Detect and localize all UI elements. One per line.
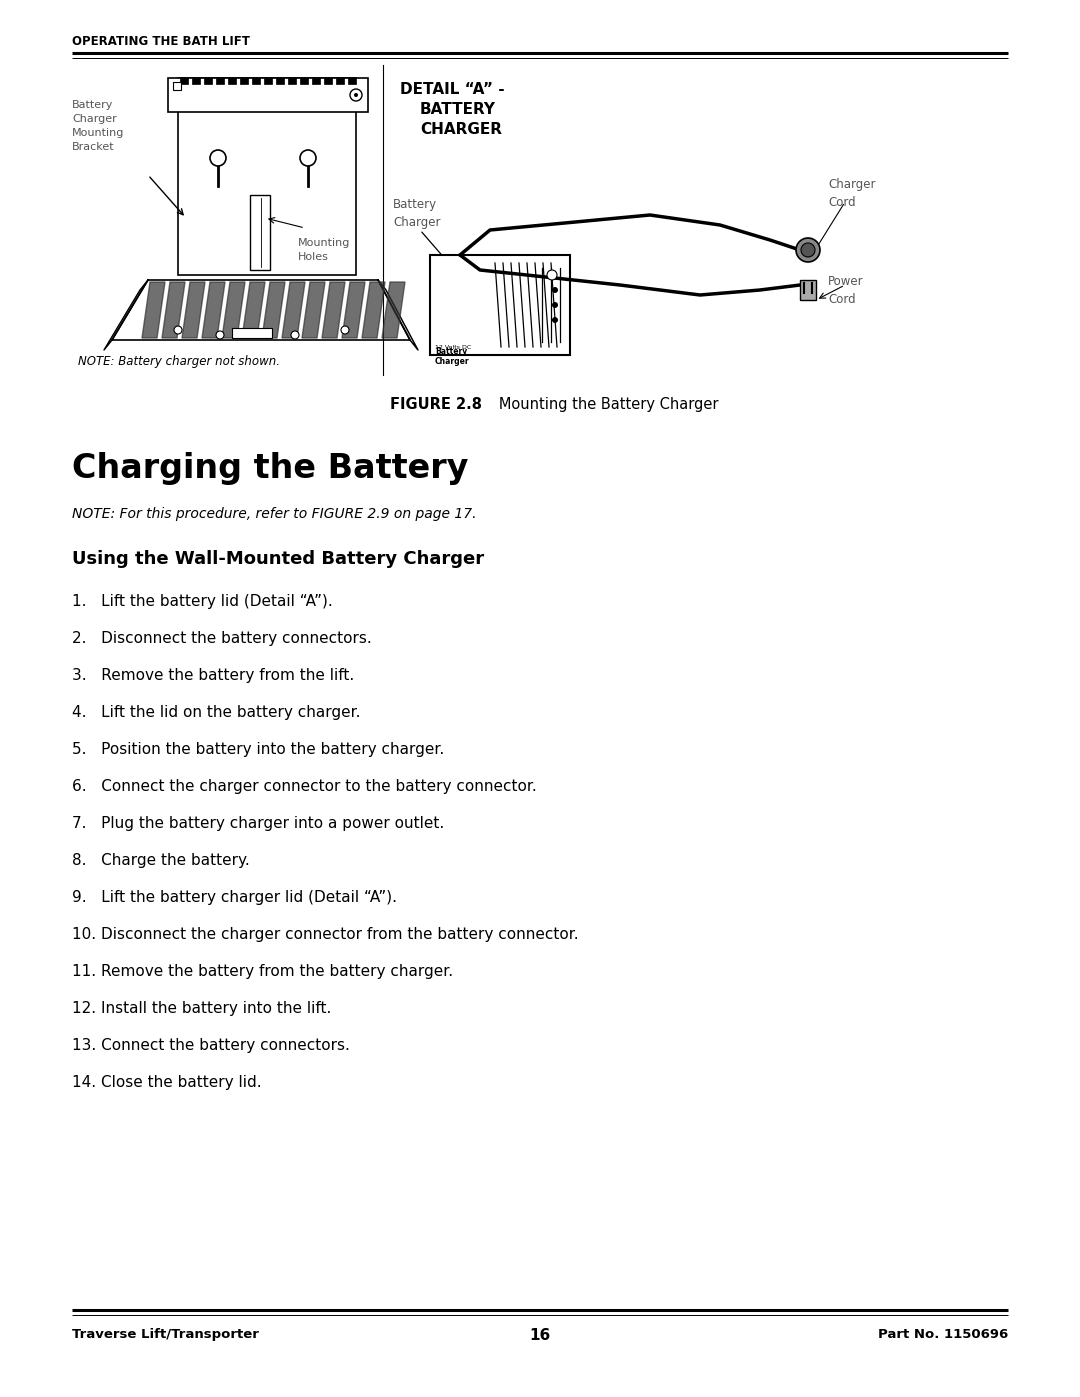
Text: CHARGER: CHARGER xyxy=(420,122,502,137)
Bar xyxy=(180,78,188,84)
Text: Power
Cord: Power Cord xyxy=(828,275,864,306)
Bar xyxy=(276,78,284,84)
Text: OPERATING THE BATH LIFT: OPERATING THE BATH LIFT xyxy=(72,35,249,47)
Polygon shape xyxy=(302,282,325,338)
Polygon shape xyxy=(162,282,185,338)
Text: DETAIL “A” -: DETAIL “A” - xyxy=(400,82,504,96)
Text: 1.   Lift the battery lid (Detail “A”).: 1. Lift the battery lid (Detail “A”). xyxy=(72,594,333,609)
Text: 16: 16 xyxy=(529,1329,551,1343)
Bar xyxy=(312,78,320,84)
Circle shape xyxy=(291,331,299,339)
Polygon shape xyxy=(112,279,410,339)
Polygon shape xyxy=(282,282,305,338)
Bar xyxy=(288,78,296,84)
Bar xyxy=(336,78,345,84)
Text: 2.   Disconnect the battery connectors.: 2. Disconnect the battery connectors. xyxy=(72,631,372,645)
Text: Using the Wall-Mounted Battery Charger: Using the Wall-Mounted Battery Charger xyxy=(72,550,484,569)
Bar xyxy=(800,279,816,300)
Text: 13. Connect the battery connectors.: 13. Connect the battery connectors. xyxy=(72,1038,350,1053)
Text: 6.   Connect the charger connector to the battery connector.: 6. Connect the charger connector to the … xyxy=(72,780,537,793)
Circle shape xyxy=(796,237,820,263)
Bar xyxy=(192,78,200,84)
Bar xyxy=(430,256,570,355)
Bar xyxy=(324,78,332,84)
Text: Charger
Cord: Charger Cord xyxy=(828,177,876,210)
Text: Charging the Battery: Charging the Battery xyxy=(72,453,469,485)
Text: 11. Remove the battery from the battery charger.: 11. Remove the battery from the battery … xyxy=(72,964,454,979)
Circle shape xyxy=(354,94,357,96)
Text: FIGURE 2.8: FIGURE 2.8 xyxy=(390,397,482,412)
Circle shape xyxy=(350,89,362,101)
Text: 5.   Position the battery into the battery charger.: 5. Position the battery into the battery… xyxy=(72,742,444,757)
Circle shape xyxy=(210,149,226,166)
Text: Part No. 1150696: Part No. 1150696 xyxy=(878,1329,1008,1341)
Bar xyxy=(264,78,272,84)
Circle shape xyxy=(546,270,557,279)
Polygon shape xyxy=(378,279,418,351)
Polygon shape xyxy=(322,282,345,338)
Circle shape xyxy=(801,243,815,257)
Polygon shape xyxy=(202,282,225,338)
Polygon shape xyxy=(104,279,148,351)
Bar xyxy=(300,78,308,84)
Circle shape xyxy=(174,326,183,334)
Text: Battery
Charger
Mounting
Bracket: Battery Charger Mounting Bracket xyxy=(72,101,124,152)
Text: 9.   Lift the battery charger lid (Detail “A”).: 9. Lift the battery charger lid (Detail … xyxy=(72,890,397,905)
Text: NOTE: Battery charger not shown.: NOTE: Battery charger not shown. xyxy=(78,355,280,367)
Polygon shape xyxy=(342,282,365,338)
Polygon shape xyxy=(242,282,265,338)
Circle shape xyxy=(552,317,558,323)
Text: Battery
Charger: Battery Charger xyxy=(435,346,470,366)
Text: 14. Close the battery lid.: 14. Close the battery lid. xyxy=(72,1076,261,1090)
Circle shape xyxy=(552,286,558,293)
Bar xyxy=(173,82,181,89)
Text: 8.   Charge the battery.: 8. Charge the battery. xyxy=(72,854,249,868)
Text: 12 Volts DC: 12 Volts DC xyxy=(435,345,471,351)
Text: Mounting the Battery Charger: Mounting the Battery Charger xyxy=(485,397,718,412)
Circle shape xyxy=(300,149,316,166)
Text: Traverse Lift/Transporter: Traverse Lift/Transporter xyxy=(72,1329,259,1341)
Circle shape xyxy=(341,326,349,334)
Bar xyxy=(216,78,224,84)
Circle shape xyxy=(552,302,558,307)
Polygon shape xyxy=(141,282,165,338)
Text: NOTE: For this procedure, refer to FIGURE 2.9 on page 17.: NOTE: For this procedure, refer to FIGUR… xyxy=(72,507,476,521)
Circle shape xyxy=(216,331,224,339)
Polygon shape xyxy=(222,282,245,338)
Bar xyxy=(168,78,368,112)
Polygon shape xyxy=(262,282,285,338)
Bar xyxy=(178,78,356,275)
Bar xyxy=(204,78,212,84)
Bar xyxy=(240,78,248,84)
Polygon shape xyxy=(183,282,205,338)
Text: Mounting
Holes: Mounting Holes xyxy=(298,237,350,263)
Polygon shape xyxy=(382,282,405,338)
Text: BATTERY: BATTERY xyxy=(420,102,496,117)
Text: 7.   Plug the battery charger into a power outlet.: 7. Plug the battery charger into a power… xyxy=(72,816,444,831)
Text: 4.   Lift the lid on the battery charger.: 4. Lift the lid on the battery charger. xyxy=(72,705,361,719)
Bar xyxy=(249,196,270,270)
Bar xyxy=(228,78,237,84)
Text: 3.   Remove the battery from the lift.: 3. Remove the battery from the lift. xyxy=(72,668,354,683)
Bar xyxy=(252,78,260,84)
Bar xyxy=(348,78,356,84)
Text: Battery
Charger: Battery Charger xyxy=(393,198,441,229)
Polygon shape xyxy=(362,282,384,338)
Bar xyxy=(232,328,272,338)
Text: 10. Disconnect the charger connector from the battery connector.: 10. Disconnect the charger connector fro… xyxy=(72,928,579,942)
Text: 12. Install the battery into the lift.: 12. Install the battery into the lift. xyxy=(72,1002,332,1016)
